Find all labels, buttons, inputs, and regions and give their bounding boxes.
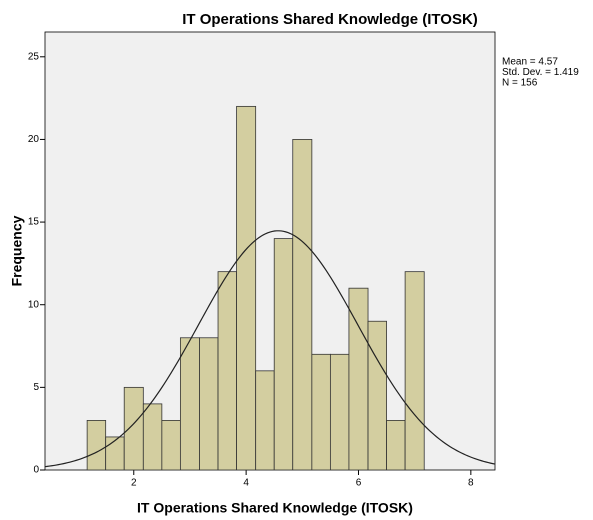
- bar: [255, 370, 275, 471]
- bar: [236, 105, 257, 471]
- annotation: Std. Dev. = 1.419: [502, 67, 579, 78]
- x-tick-label: 6: [356, 478, 362, 489]
- bar: [329, 353, 350, 471]
- bar: [348, 287, 369, 471]
- bar: [123, 386, 144, 471]
- x-axis-label: IT Operations Shared Knowledge (ITOSK): [137, 500, 413, 516]
- bar: [105, 436, 125, 471]
- bar: [142, 403, 163, 471]
- y-tick-label: 20: [28, 134, 40, 145]
- normal-curve: [44, 230, 496, 468]
- y-axis-label: Frequency: [9, 215, 25, 286]
- y-tick-label: 5: [33, 382, 39, 393]
- bar: [86, 420, 107, 471]
- annotation: Mean = 4.57: [502, 57, 558, 68]
- y-tick-label: 10: [28, 299, 40, 310]
- chart-title: IT Operations Shared Knowledge (ITOSK): [182, 11, 478, 28]
- bar: [367, 320, 387, 471]
- bar: [217, 271, 237, 471]
- bar: [292, 139, 313, 471]
- bar: [273, 238, 294, 471]
- x-tick-label: 2: [131, 478, 137, 489]
- y-tick-label: 0: [33, 465, 39, 476]
- bar: [386, 420, 406, 471]
- y-tick-label: 15: [28, 217, 40, 228]
- bar: [199, 337, 219, 471]
- bar: [404, 271, 425, 471]
- x-tick-label: 8: [468, 478, 474, 489]
- y-tick-label: 25: [28, 51, 40, 62]
- bar: [161, 420, 181, 471]
- bar: [311, 353, 331, 471]
- bar: [179, 337, 200, 471]
- x-tick-label: 4: [243, 478, 249, 489]
- annotation: N = 156: [502, 78, 538, 89]
